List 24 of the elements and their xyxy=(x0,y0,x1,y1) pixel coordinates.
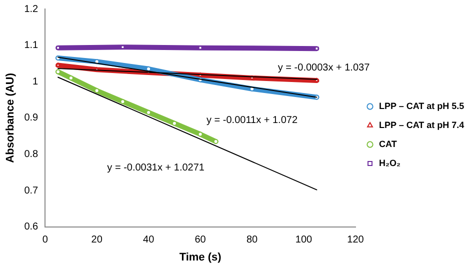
x-tick-label: 100 xyxy=(295,234,313,246)
legend-label: H₂O₂ xyxy=(379,158,400,168)
y-tick-label: 0.7 xyxy=(24,185,39,196)
x-tick-label: 20 xyxy=(91,234,103,246)
annotation: y = -0.0031x + 1.0271 xyxy=(107,162,205,174)
x-tick-label: 80 xyxy=(246,234,258,246)
x-tick-label: 40 xyxy=(143,234,155,246)
y-axis-title: Absorbance (AU) xyxy=(4,72,17,163)
y-tick-label: 1.2 xyxy=(24,4,39,15)
x-tick-label: 0 xyxy=(42,234,48,246)
x-tick-label: 120 xyxy=(347,234,364,246)
point xyxy=(94,88,100,94)
y-tick-label: 1 xyxy=(32,76,39,88)
annotation: y = -0.0003x + 1.037 xyxy=(278,62,370,74)
x-axis-title: Time (s) xyxy=(179,251,222,264)
legend-label: CAT xyxy=(379,138,398,149)
y-tick-label: 1.1 xyxy=(24,40,39,52)
y-tick-label: 0.9 xyxy=(24,112,39,124)
y-tick-label: 0.8 xyxy=(24,148,39,160)
x-tick-label: 60 xyxy=(194,234,206,246)
legend-label: LPP – CAT at pH 5.5 xyxy=(379,100,464,111)
annotation: y = -0.0011x + 1.072 xyxy=(206,114,298,126)
y-tick-label: 0.6 xyxy=(24,222,39,233)
legend-label: LPP – CAT at pH 7.4 xyxy=(379,120,464,130)
